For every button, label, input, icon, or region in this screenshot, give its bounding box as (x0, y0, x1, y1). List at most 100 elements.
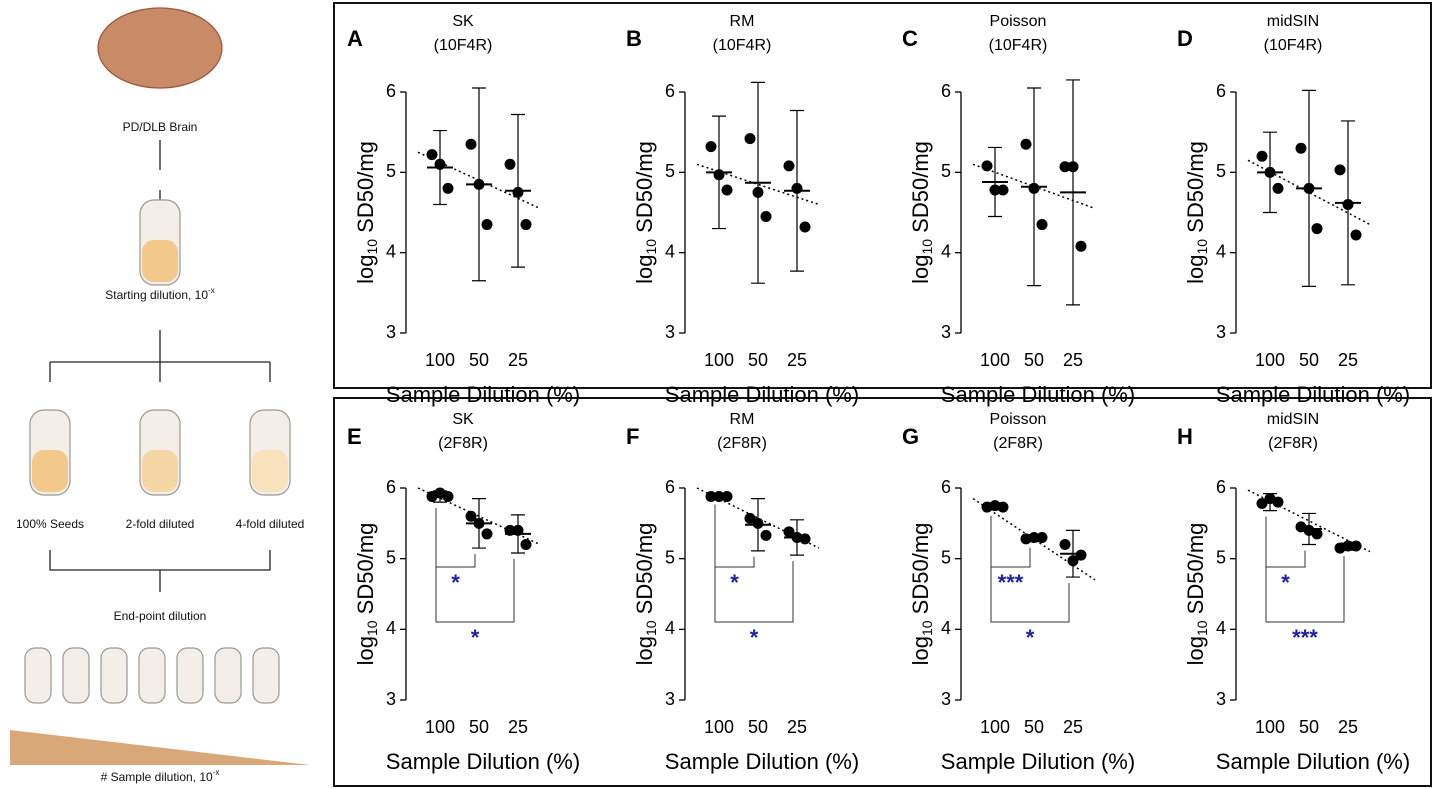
point (1020, 138, 1032, 150)
diagram (10, 7, 310, 765)
x-tick-label: 50 (1024, 350, 1044, 370)
y-tick-label: 6 (941, 81, 951, 101)
point (481, 528, 493, 540)
y-tick-label: 6 (665, 477, 675, 497)
x-tick-label: 100 (1255, 717, 1285, 737)
y-label-part: log (908, 255, 933, 284)
significance-label: * (1281, 570, 1290, 595)
y-label-part: log (632, 636, 657, 665)
y-label-part: 10 (364, 239, 380, 255)
bracket (714, 504, 794, 623)
error-bar (1066, 79, 1080, 306)
error-bar (511, 113, 525, 268)
x-axis-label: Sample Dilution (%) (941, 749, 1135, 774)
x-tick-label: 100 (704, 350, 734, 370)
significance-label: * (750, 625, 759, 650)
y-tick-label: 3 (665, 322, 675, 342)
chart-title: SK (452, 13, 474, 30)
y-tick-label: 3 (386, 689, 396, 709)
point (1075, 549, 1087, 561)
error-bar (472, 87, 486, 282)
point (1036, 219, 1048, 231)
x-axis-label: Sample Dilution (%) (386, 749, 580, 774)
significance-label: *** (998, 570, 1024, 595)
y-tick-label: 5 (1216, 547, 1226, 567)
panel-letter: D (1177, 26, 1193, 51)
x-axis-label: Sample Dilution (%) (1216, 382, 1410, 407)
chart-title: SK (452, 411, 474, 428)
point (1075, 240, 1087, 252)
y-axis-label: log10 SD50/mg (353, 523, 380, 666)
x-tick-label: 100 (980, 717, 1010, 737)
y-tick-label: 6 (1216, 81, 1226, 101)
x-axis-label: Sample Dilution (%) (1216, 749, 1410, 774)
y-label-part: SD50/mg (632, 141, 657, 239)
error-bar (1027, 87, 1041, 287)
chart-title: RM (730, 411, 755, 428)
error-bar (433, 490, 447, 503)
y-axis-label: log10 SD50/mg (1183, 523, 1210, 666)
bracket (1265, 516, 1345, 623)
diagram-label: PD/DLB Brain (123, 120, 198, 134)
chart-subtitle: (2F8R) (993, 435, 1043, 452)
diagram-label: End-point dilution (114, 609, 207, 623)
error-bar (751, 498, 765, 552)
label-text: Starting dilution, 10 (105, 288, 208, 302)
panel-box (333, 2, 1432, 389)
point (744, 512, 756, 524)
diagram-label: 2-fold diluted (126, 517, 195, 531)
x-tick-label: 25 (1063, 717, 1083, 737)
y-label-part: 10 (1194, 620, 1210, 636)
point (799, 533, 811, 545)
y-label-part: 10 (643, 239, 659, 255)
point (442, 182, 454, 194)
y-label-part: log (1183, 255, 1208, 284)
chart-title: midSIN (1267, 13, 1319, 30)
gradient-wedge (10, 730, 310, 765)
significance-label: *** (1292, 625, 1318, 650)
y-tick-label: 4 (386, 618, 396, 638)
y-label-part: SD50/mg (353, 523, 378, 621)
significance-label: * (471, 625, 480, 650)
y-label-part: log (908, 636, 933, 665)
error-bar (433, 129, 447, 206)
y-axis-label: log10 SD50/mg (632, 141, 659, 284)
x-axis-label: Sample Dilution (%) (665, 382, 859, 407)
y-tick-label: 5 (941, 547, 951, 567)
x-tick-label: 25 (787, 350, 807, 370)
point (1350, 229, 1362, 241)
error-bar (1302, 512, 1316, 546)
x-axis-label: Sample Dilution (%) (941, 382, 1135, 407)
panel-box (333, 397, 1432, 787)
error-bar (1302, 89, 1316, 288)
diagram-label: # Sample dilution, 10-x (101, 768, 220, 784)
point (520, 539, 532, 551)
chart-subtitle: (2F8R) (717, 435, 767, 452)
panel-letter: B (626, 26, 642, 51)
point (744, 133, 756, 145)
y-label-part: SD50/mg (632, 523, 657, 621)
y-tick-label: 4 (941, 241, 951, 261)
x-tick-label: 100 (425, 717, 455, 737)
y-tick-label: 3 (941, 322, 951, 342)
y-axis-label: log10 SD50/mg (353, 141, 380, 284)
dilution-series (24, 647, 280, 704)
point (760, 211, 772, 223)
y-tick-label: 6 (941, 477, 951, 497)
y-label-part: SD50/mg (908, 523, 933, 621)
point (705, 141, 717, 153)
x-tick-label: 50 (469, 717, 489, 737)
error-bar (1341, 542, 1355, 551)
y-label-part: log (1183, 636, 1208, 665)
y-tick-label: 3 (941, 689, 951, 709)
y-label-part: 10 (919, 239, 935, 255)
y-tick-label: 5 (386, 161, 396, 181)
error-bar (712, 115, 726, 230)
significance-label: * (451, 570, 460, 595)
y-axis-label: log10 SD50/mg (908, 523, 935, 666)
error-bar (988, 146, 1002, 218)
label-sup: -x (213, 768, 220, 777)
y-label-part: SD50/mg (908, 141, 933, 239)
y-axis-label: log10 SD50/mg (632, 523, 659, 666)
